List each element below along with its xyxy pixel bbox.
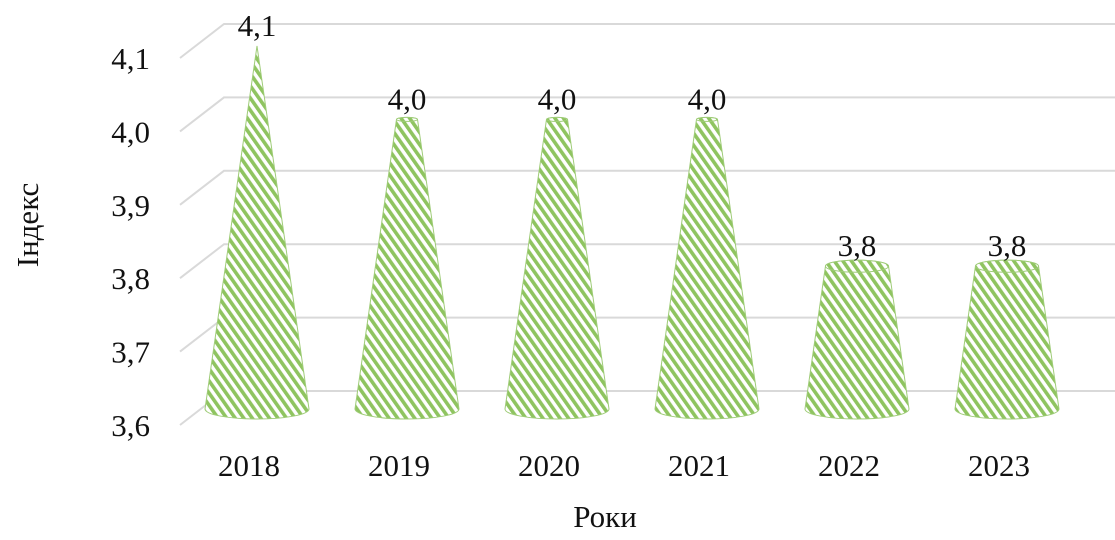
y-tick-label: 3,7 <box>111 335 150 370</box>
gridline <box>179 169 1115 206</box>
bars <box>204 45 1060 420</box>
data-label: 4,0 <box>538 81 577 116</box>
x-category-label: 2021 <box>668 448 730 483</box>
x-axis-categories: 2018 2019 2020 2021 2022 2023 <box>218 448 1030 483</box>
bar-cone <box>354 116 460 420</box>
bar-cone <box>954 259 1060 420</box>
y-axis-title: Індекс <box>10 183 45 268</box>
gridline <box>179 23 1115 59</box>
x-category-label: 2018 <box>218 448 280 483</box>
bar-cone <box>504 116 610 420</box>
y-tick-label: 3,9 <box>111 188 150 223</box>
bar-cone <box>204 45 310 420</box>
data-label: 4,0 <box>688 81 727 116</box>
bar-cone <box>654 116 760 420</box>
y-tick-label: 4,1 <box>111 41 150 76</box>
data-label: 3,8 <box>838 228 877 263</box>
gridline <box>179 96 1115 133</box>
x-axis-title: Роки <box>573 499 637 534</box>
x-category-label: 2020 <box>518 448 580 483</box>
bar-cone <box>804 259 910 420</box>
data-labels: 4,1 4,0 4,0 4,0 3,8 3,8 <box>238 8 1027 263</box>
x-category-label: 2023 <box>968 448 1030 483</box>
data-label: 4,0 <box>388 81 427 116</box>
data-label: 4,1 <box>238 8 277 43</box>
y-tick-label: 4,0 <box>111 114 150 149</box>
y-tick-label: 3,8 <box>111 261 150 296</box>
gridline <box>179 243 1115 279</box>
x-category-label: 2022 <box>818 448 880 483</box>
y-axis-ticks: 3,6 3,7 3,8 3,9 4,0 4,1 <box>111 41 150 443</box>
y-tick-label: 3,6 <box>111 408 150 443</box>
data-label: 3,8 <box>988 228 1027 263</box>
x-category-label: 2019 <box>368 448 430 483</box>
